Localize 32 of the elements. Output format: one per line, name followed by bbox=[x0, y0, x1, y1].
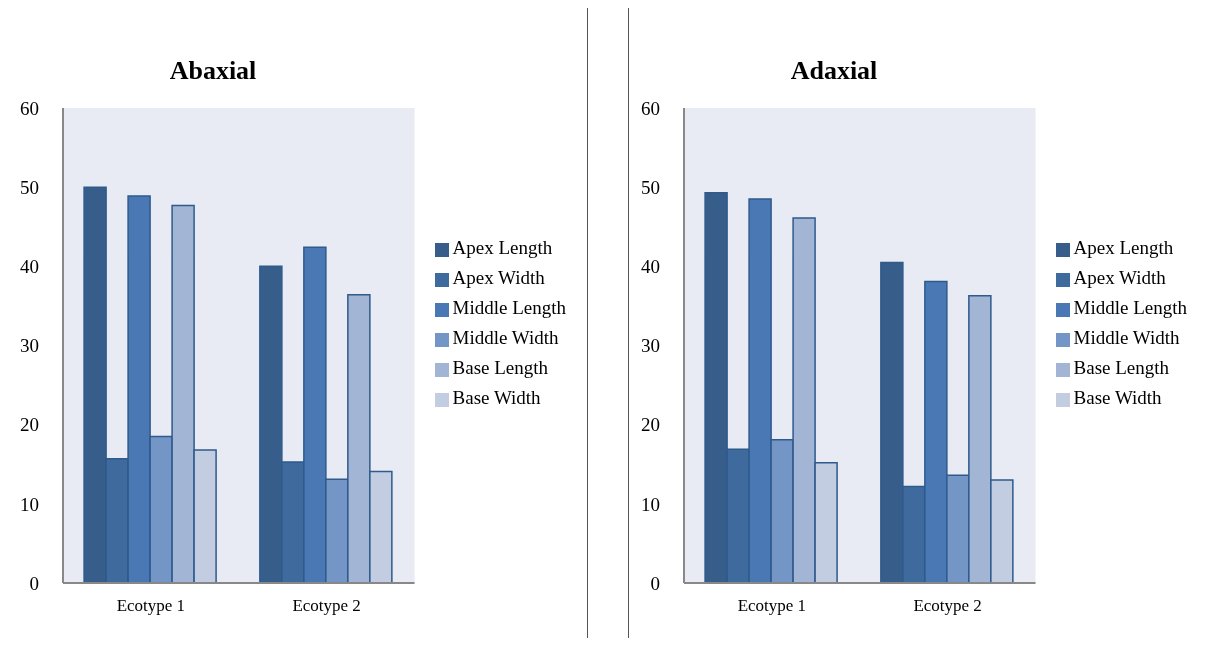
x-tick-label: Ecotype 1 bbox=[116, 596, 186, 616]
legend-label: Middle Length bbox=[1073, 297, 1187, 318]
x-tick-label: Ecotype 2 bbox=[292, 596, 361, 616]
y-tick-label: 20 bbox=[20, 414, 39, 436]
legend-label: Base Width bbox=[1073, 387, 1162, 408]
legend-label: Base Length bbox=[452, 357, 549, 378]
y-tick-label: 10 bbox=[641, 493, 660, 515]
y-tick-label: 0 bbox=[650, 572, 660, 594]
legend-label: Base Width bbox=[452, 387, 541, 408]
y-tick-label: 0 bbox=[29, 572, 39, 594]
legend-label: Apex Width bbox=[1073, 267, 1166, 288]
y-tick-label: 40 bbox=[20, 256, 39, 278]
legend-label: Middle Width bbox=[1073, 327, 1180, 348]
y-tick-label: 60 bbox=[641, 97, 660, 119]
y-tick-label: 10 bbox=[20, 493, 39, 515]
chart-title: Abaxial bbox=[168, 56, 258, 86]
y-tick-label: 30 bbox=[20, 335, 39, 357]
legend-label: Apex Length bbox=[1073, 237, 1174, 258]
legend-label: Middle Length bbox=[452, 297, 566, 318]
y-tick-label: 20 bbox=[641, 414, 660, 436]
y-tick-label: 40 bbox=[641, 256, 660, 278]
chart-title: Adaxial bbox=[789, 56, 879, 86]
legend-label: Apex Length bbox=[452, 237, 553, 258]
y-tick-label: 60 bbox=[20, 97, 39, 119]
x-tick-label: Ecotype 2 bbox=[913, 596, 982, 616]
y-tick-label: 50 bbox=[20, 176, 39, 198]
y-tick-label: 50 bbox=[641, 176, 660, 198]
legend-label: Middle Width bbox=[452, 327, 559, 348]
legend-label: Base Length bbox=[1073, 357, 1170, 378]
x-tick-label: Ecotype 1 bbox=[737, 596, 807, 616]
legend-label: Apex Width bbox=[452, 267, 545, 288]
y-tick-label: 30 bbox=[641, 335, 660, 357]
